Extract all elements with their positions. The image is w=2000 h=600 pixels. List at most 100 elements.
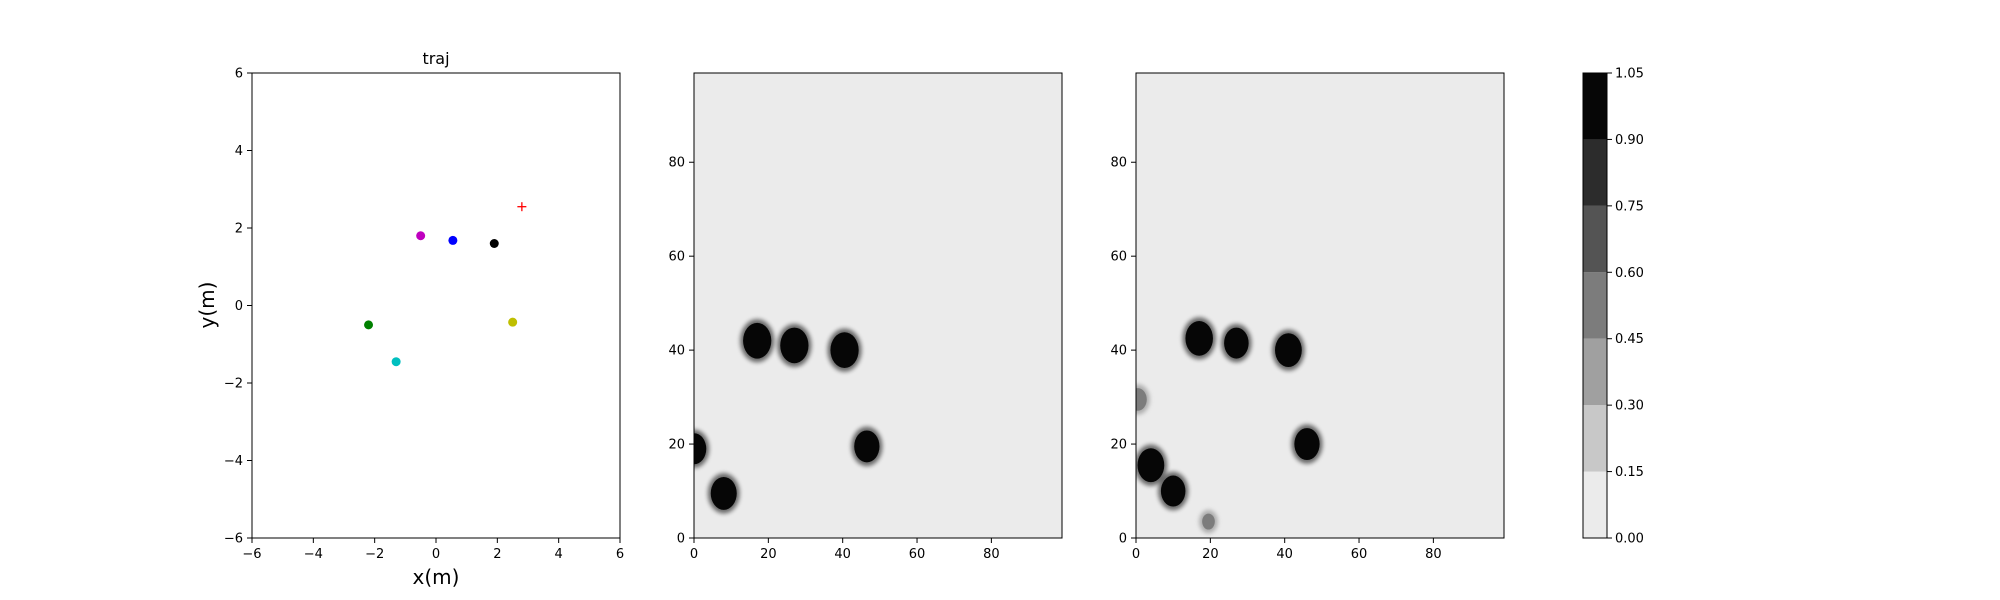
traj-panel: traj x(m) y(m) −6 −4 −2 0 2 4 6 −6 −4 −2 0 2 4 6: [195, 49, 624, 589]
colorbar-frame: [1582, 72, 1608, 539]
goal-marker: [517, 202, 527, 212]
blob-core: [854, 430, 880, 463]
blob-core: [710, 476, 737, 510]
traj-xlabel: x(m): [413, 565, 460, 589]
map-panel-2: 0 20 40 60 80 0 20 40 60 80: [1110, 72, 1505, 562]
map2-xtick-label: 20: [1202, 547, 1219, 562]
map1-x-ticks: 0 20 40 60 80: [690, 538, 1000, 562]
map1-xtick-label: 20: [760, 547, 777, 562]
occupancy-blob: [777, 323, 812, 368]
colorbar-tick-label: 0.90: [1615, 133, 1644, 148]
occupancy-blob: [1136, 384, 1150, 415]
traj-ytick-label: 2: [235, 222, 243, 237]
traj-xtick-label: 0: [432, 547, 440, 562]
map1-frame: [693, 72, 1063, 539]
map-panel-1: 0 20 40 60 80 0 20 40 60 80: [668, 72, 1063, 562]
colorbar-band: [1583, 73, 1607, 140]
agent-point: [448, 235, 458, 245]
colorbar-tick-label: 0.75: [1615, 199, 1644, 214]
colorbar-tick-label: 0.00: [1615, 532, 1644, 547]
colorbar-bands: [1583, 73, 1607, 538]
colorbar: 0.00 0.15 0.30 0.45 0.60 0.75 0.90 1.05: [1582, 67, 1644, 547]
occupancy-blob: [827, 328, 862, 372]
traj-points: [364, 202, 527, 367]
traj-xtick-label: 2: [493, 547, 501, 562]
colorbar-band: [1583, 272, 1607, 339]
map1-xtick-label: 0: [690, 547, 698, 562]
blob-core: [1160, 475, 1186, 507]
traj-y-ticks: −6 −4 −2 0 2 4 6: [224, 67, 252, 547]
blob-core: [1137, 448, 1165, 483]
traj-ytick-label: −4: [224, 454, 243, 469]
blob-core: [1185, 321, 1213, 356]
traj-ytick-label: 0: [235, 299, 243, 314]
colorbar-tick-label: 0.60: [1615, 266, 1644, 281]
map1-blobs: [694, 319, 883, 514]
traj-ytick-label: 4: [235, 144, 243, 159]
traj-xtick-label: −4: [304, 547, 323, 562]
traj-xtick-label: 6: [616, 547, 624, 562]
colorbar-band: [1583, 405, 1607, 472]
agent-point: [416, 231, 426, 241]
occupancy-blob: [707, 473, 740, 514]
colorbar-tick-label: 0.15: [1615, 465, 1644, 480]
traj-title: traj: [422, 49, 449, 68]
blob-core: [694, 433, 707, 465]
traj-ylabel: y(m): [195, 282, 219, 329]
map1-background: [694, 73, 1062, 538]
map2-xtick-label: 40: [1276, 547, 1293, 562]
colorbar-ticks: 0.00 0.15 0.30 0.45 0.60 0.75 0.90 1.05: [1607, 67, 1644, 547]
colorbar-band: [1583, 205, 1607, 273]
traj-ytick-label: −2: [224, 377, 243, 392]
agent-point: [489, 239, 499, 248]
colorbar-tick-label: 0.45: [1615, 332, 1644, 347]
map1-ytick-label: 60: [668, 250, 685, 265]
map1-ytick-label: 20: [668, 438, 685, 453]
map2-ytick-label: 60: [1110, 250, 1127, 265]
traj-plot-area: [251, 72, 621, 539]
blob-core: [743, 322, 772, 359]
traj-xtick-label: −6: [242, 547, 261, 562]
traj-xtick-label: 4: [555, 547, 563, 562]
map2-ytick-label: 40: [1110, 344, 1127, 359]
occupancy-blob: [851, 426, 883, 467]
occupancy-blob: [1221, 323, 1252, 363]
occupancy-blob: [694, 429, 710, 469]
map1-xtick-label: 80: [983, 547, 1000, 562]
blob-core: [1224, 327, 1249, 359]
map1-xtick-label: 40: [834, 547, 851, 562]
map2-ytick-label: 0: [1119, 532, 1127, 547]
agent-point: [364, 320, 374, 330]
blob-core: [1275, 333, 1302, 368]
agent-point: [508, 317, 518, 327]
map1-ytick-label: 40: [668, 344, 685, 359]
occupancy-blob: [1182, 317, 1216, 360]
traj-ytick-label: 6: [235, 67, 243, 82]
colorbar-tick-label: 1.05: [1615, 67, 1644, 82]
blob-core: [830, 332, 859, 368]
map2-ytick-label: 80: [1110, 156, 1127, 171]
map1-y-ticks: 0 20 40 60 80: [668, 156, 694, 547]
agent-point: [391, 357, 401, 367]
map2-xtick-label: 60: [1351, 547, 1368, 562]
occupancy-blob: [740, 319, 775, 363]
occupancy-blob: [1272, 329, 1305, 371]
map2-xtick-label: 80: [1425, 547, 1442, 562]
map2-y-ticks: 0 20 40 60 80: [1110, 156, 1136, 547]
map2-frame: [1135, 72, 1505, 539]
colorbar-band: [1583, 338, 1607, 406]
colorbar-tick-label: 0.30: [1615, 399, 1644, 414]
blob-core: [1136, 388, 1147, 411]
map1-xtick-label: 60: [909, 547, 926, 562]
traj-xtick-label: −2: [365, 547, 384, 562]
traj-ytick-label: −6: [224, 532, 243, 547]
map2-ytick-label: 20: [1110, 438, 1127, 453]
occupancy-blob: [1199, 509, 1218, 534]
map1-ytick-label: 0: [677, 532, 685, 547]
map2-x-ticks: 0 20 40 60 80: [1132, 538, 1442, 562]
colorbar-band: [1583, 471, 1607, 538]
occupancy-blob: [1157, 471, 1189, 511]
colorbar-band: [1583, 139, 1607, 206]
occupancy-blob: [1291, 424, 1323, 464]
blob-core: [780, 327, 809, 364]
